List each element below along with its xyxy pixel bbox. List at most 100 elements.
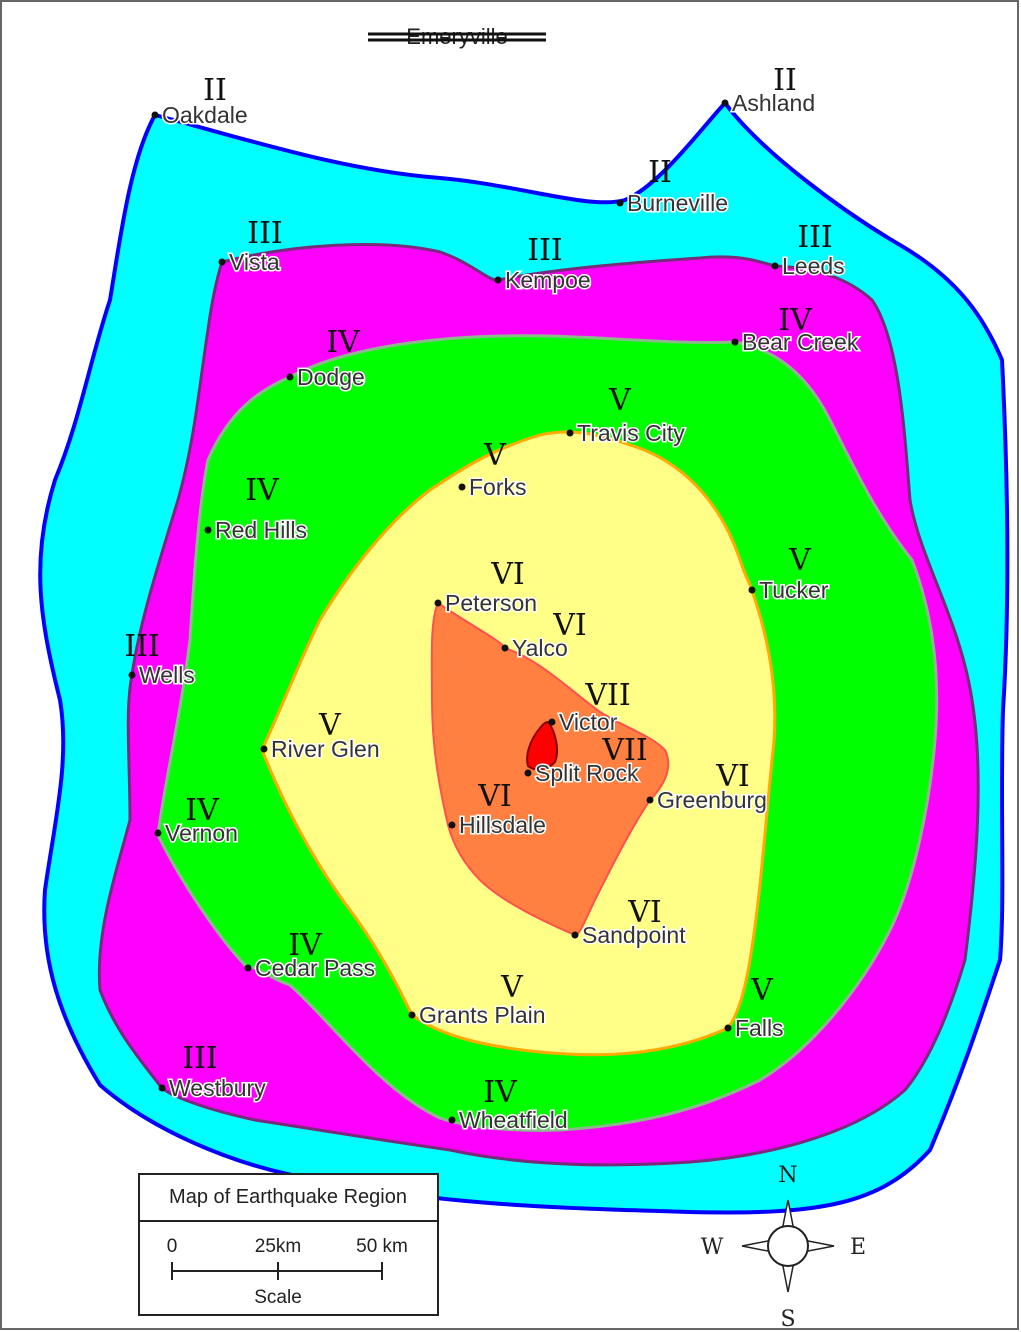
town-marker — [724, 1024, 732, 1032]
town-label: Travis City — [577, 420, 685, 446]
town-label: Hillsdale — [459, 812, 546, 838]
town-label: River Glen — [271, 736, 380, 762]
compass-rose-icon: N S W E — [701, 1163, 866, 1332]
town-label: Tucker — [759, 577, 829, 603]
town-falls: Falls V — [724, 973, 785, 1043]
town-marker — [244, 964, 252, 972]
town-marker — [721, 99, 729, 107]
town-label: Split Rock — [535, 760, 639, 786]
scale-tick-50km: 50 km — [356, 1236, 408, 1257]
intensity-label: III — [182, 1041, 218, 1076]
town-marker — [154, 829, 162, 837]
intensity-label: VI — [627, 895, 662, 930]
intensity-label: VI — [552, 608, 587, 643]
intensity-label: III — [247, 216, 283, 251]
town-label: Dodge — [297, 364, 365, 390]
town-label: Yalco — [512, 635, 568, 661]
town-label: Oakdale — [162, 102, 248, 128]
intensity-label: IV — [288, 928, 323, 963]
town-marker — [204, 526, 212, 534]
town-label: Cedar Pass — [255, 955, 375, 981]
intensity-label: III — [124, 629, 160, 664]
town-marker — [494, 276, 502, 284]
town-marker — [748, 586, 756, 594]
intensity-label: VII — [584, 678, 630, 713]
intensity-label: III — [797, 220, 833, 255]
town-label: Peterson — [445, 590, 537, 616]
intensity-label: II — [203, 73, 227, 108]
town-marker — [524, 769, 532, 777]
scale-tick-25km: 25km — [255, 1236, 301, 1257]
intensity-label: IV — [245, 473, 280, 508]
intensity-label: IV — [483, 1075, 518, 1110]
compass-west: W — [701, 1235, 724, 1260]
town-marker — [501, 644, 509, 652]
legend-box — [138, 1173, 439, 1316]
intensity-label: III — [527, 233, 563, 268]
town-marker — [434, 599, 442, 607]
intensity-label: II — [648, 155, 672, 190]
town-label: Ashland — [732, 90, 815, 116]
town-label: Burneville — [627, 190, 728, 216]
intensity-label: IV — [778, 303, 813, 338]
town-label: Westbury — [169, 1075, 266, 1101]
town-marker — [566, 429, 574, 437]
scale-tick-0: 0 — [167, 1236, 178, 1257]
town-marker — [128, 671, 136, 679]
intensity-label: IV — [185, 793, 220, 828]
town-label: Red Hills — [215, 517, 307, 543]
compass-north: N — [778, 1163, 797, 1188]
town-label: Kempoe — [505, 267, 591, 293]
intensity-label: VI — [490, 557, 525, 592]
scale-label: Scale — [254, 1287, 302, 1308]
town-label: Wells — [139, 662, 195, 688]
town-dodge: Dodge IV — [286, 325, 366, 392]
town-marker — [548, 718, 556, 726]
intensity-label: VII — [601, 733, 647, 768]
town-marker — [458, 483, 466, 491]
town-marker — [158, 1084, 166, 1092]
town-marker — [616, 199, 624, 207]
town-label: Wheatfield — [459, 1107, 568, 1133]
town-marker — [646, 796, 654, 804]
intensity-label: V — [500, 970, 524, 1005]
town-marker — [771, 262, 779, 270]
town-label: Leeds — [782, 253, 845, 279]
struck-title: Emeryville — [406, 24, 507, 49]
intensity-label: V — [608, 383, 632, 418]
compass-east: E — [850, 1235, 866, 1260]
zone-vii — [526, 720, 558, 771]
intensity-label: VI — [715, 759, 750, 794]
town-label: Vista — [229, 249, 280, 275]
town-marker — [408, 1011, 416, 1019]
intensity-label: V — [483, 438, 507, 473]
intensity-label: V — [318, 708, 342, 743]
intensity-label: V — [788, 543, 812, 578]
intensity-label: II — [773, 63, 797, 98]
town-label: Bear Creek — [742, 329, 859, 355]
zone-vi — [430, 601, 670, 937]
town-label: Falls — [735, 1015, 784, 1041]
